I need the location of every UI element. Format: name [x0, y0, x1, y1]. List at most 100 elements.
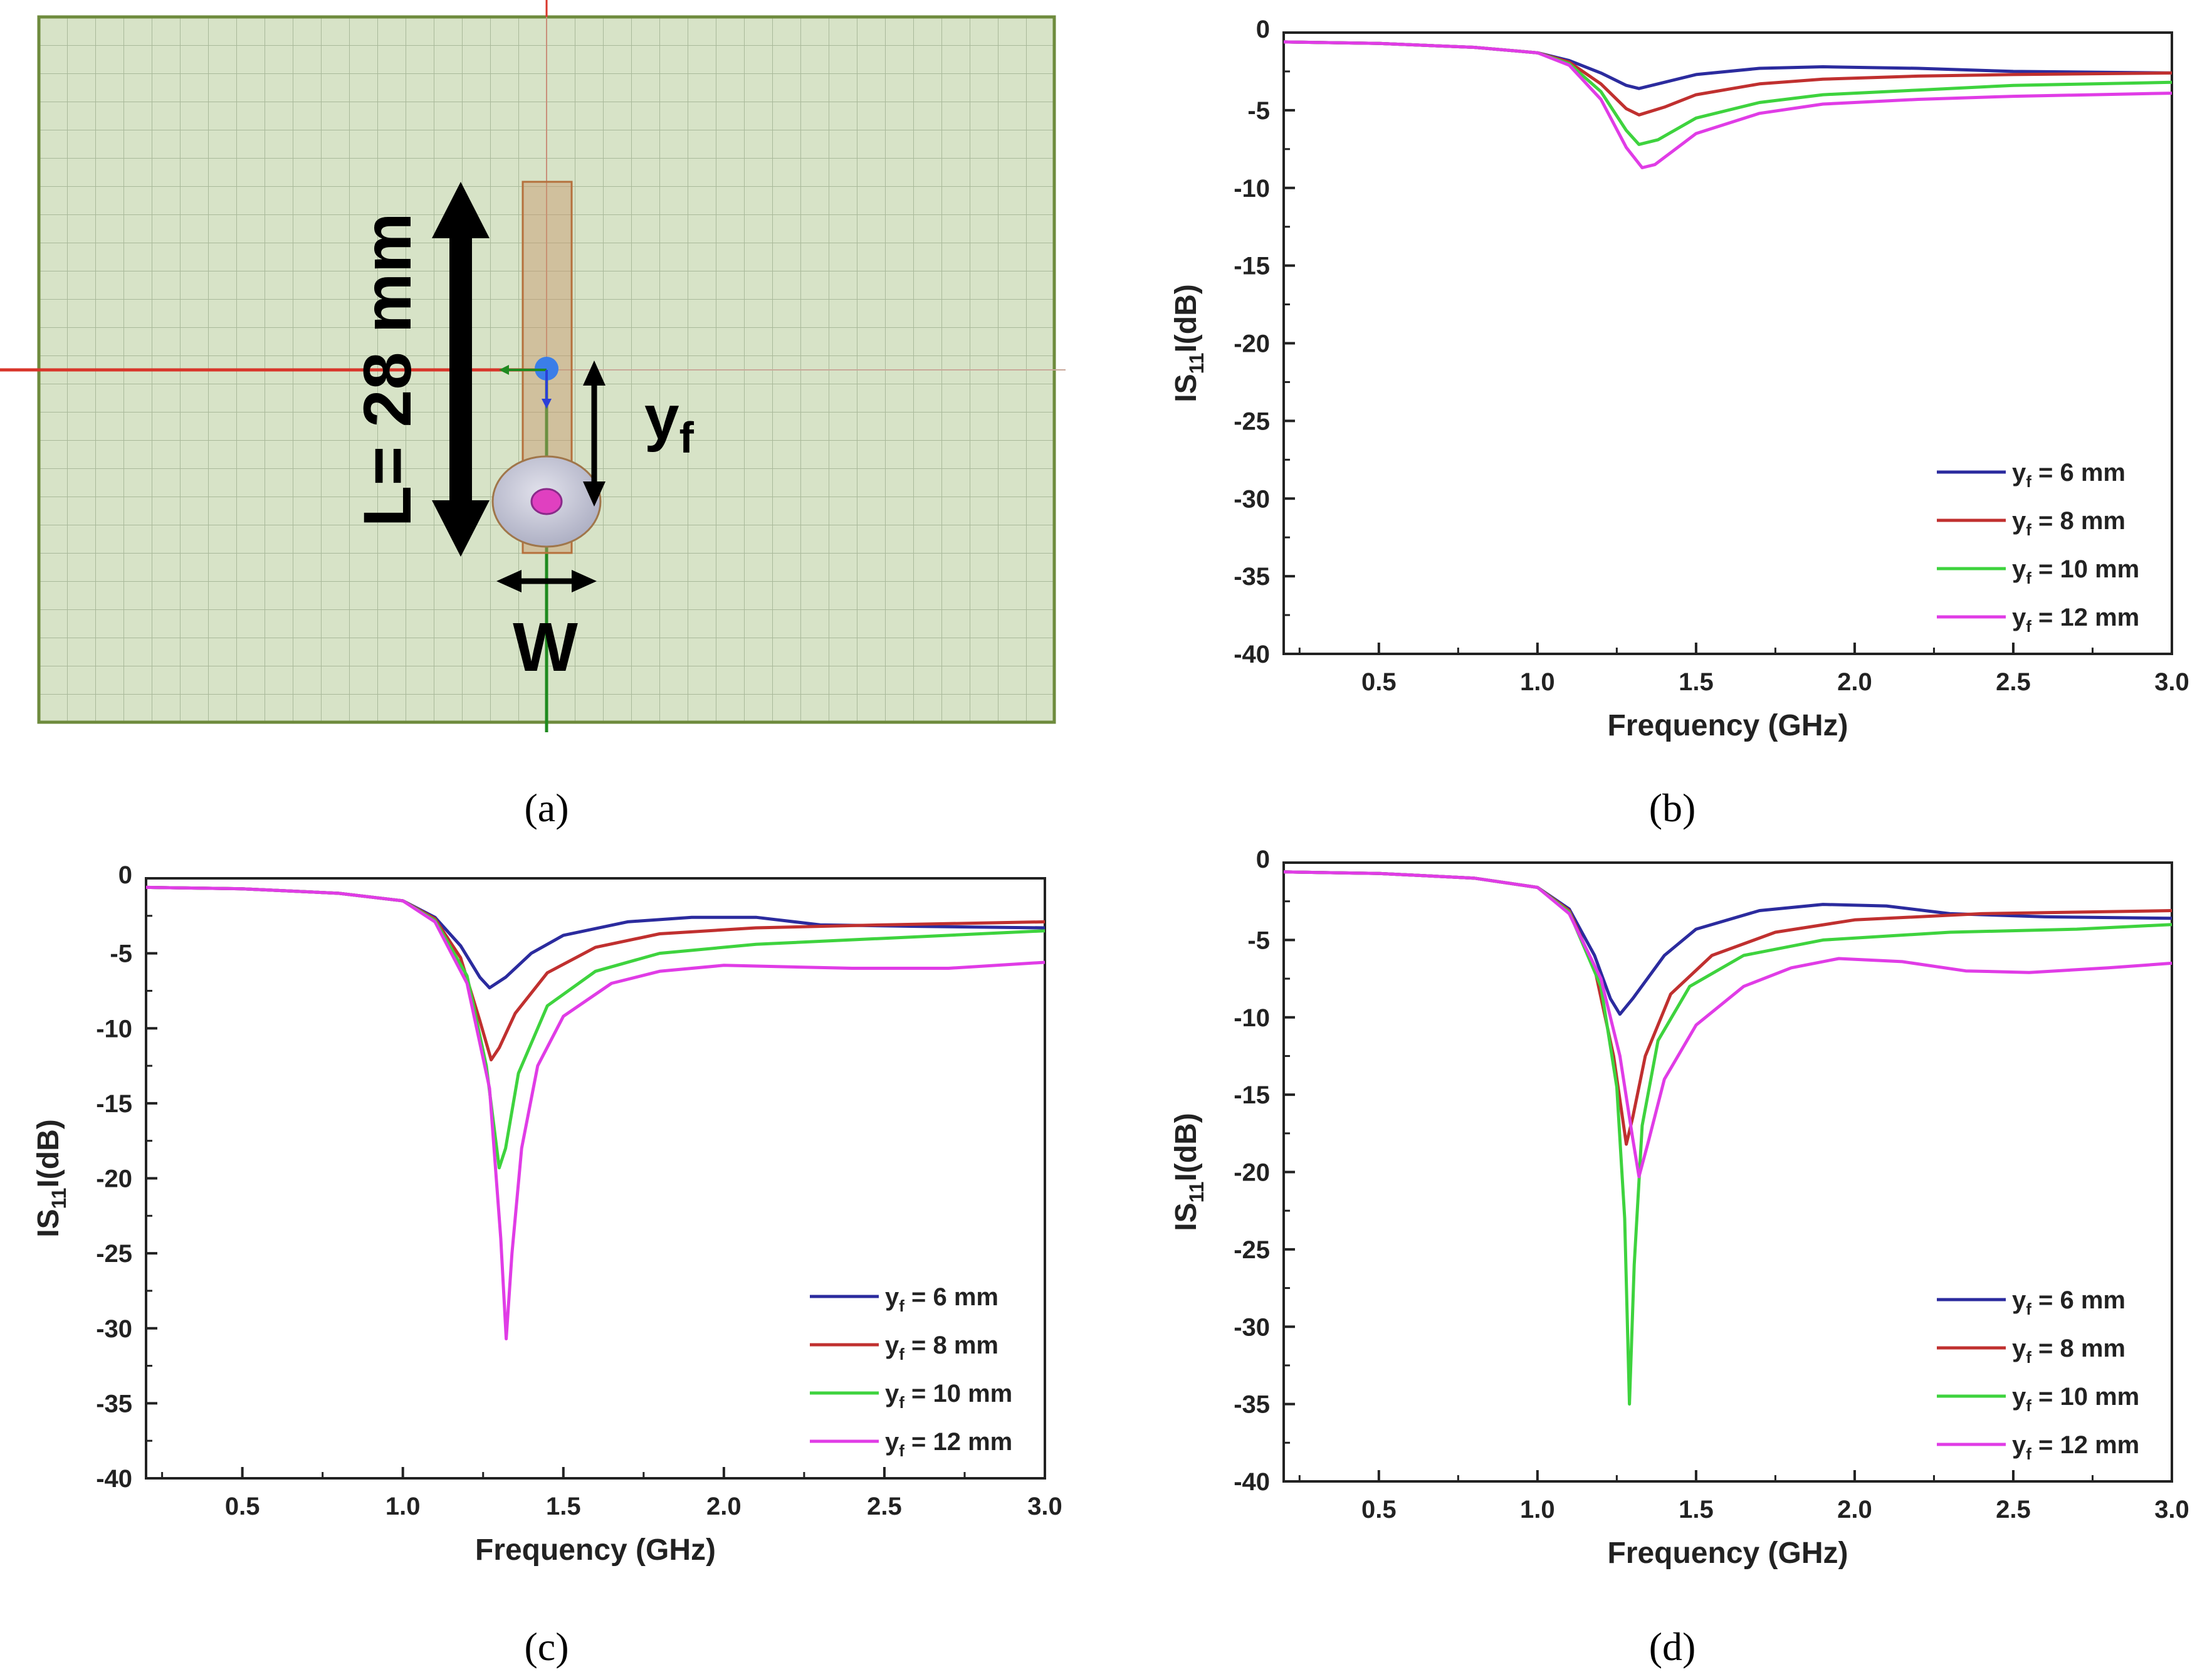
series-line-3 — [1283, 40, 2173, 169]
x-axis-label: Frequency (GHz) — [475, 1533, 716, 1567]
legend-label-0: yf = 6 mm — [885, 1283, 999, 1315]
y-tick-label: -40 — [96, 1465, 132, 1493]
y-tick-label: -35 — [96, 1390, 132, 1417]
caption-b: (b) — [1649, 786, 1696, 830]
y-tick-label: -20 — [1234, 330, 1270, 358]
series-line-1 — [1283, 870, 2173, 1146]
y-tick-label: -35 — [1234, 1391, 1270, 1419]
y-axis-label-prefix: IS — [1170, 374, 1203, 402]
y-tick-label: -40 — [1234, 1468, 1270, 1496]
legend-subscript: f — [2026, 1396, 2031, 1415]
series-line-3 — [145, 885, 1046, 1340]
legend-var: y — [885, 1428, 899, 1456]
legend-label-0: yf = 6 mm — [2012, 1286, 2126, 1318]
legend-value: = 10 mm — [2031, 1383, 2139, 1411]
legend-var: y — [2012, 459, 2026, 486]
legend-var: y — [2012, 555, 2026, 583]
legend-value: = 8 mm — [904, 1332, 999, 1359]
y-tick-label: -5 — [1247, 927, 1270, 954]
y-axis-label-subscript: 11 — [48, 1188, 70, 1209]
legend-subscript: f — [2026, 1300, 2031, 1318]
legend-label-1: yf = 8 mm — [885, 1332, 999, 1364]
y-tick-label: -5 — [1247, 97, 1270, 125]
x-tick-label: 2.5 — [1996, 668, 2031, 696]
y-tick-label: -10 — [1234, 175, 1270, 202]
panel-b-chart: 0 -5 -10 -15 -20 -25 -30 -35 -40 0.5 1.0 1.5 2.0 2.5 3… — [1170, 16, 2189, 742]
caption-d: (d) — [1649, 1624, 1696, 1669]
y-tick-label: -30 — [1234, 485, 1270, 513]
legend-var: y — [885, 1283, 899, 1311]
x-tick-label: 2.5 — [867, 1493, 902, 1520]
y-tick-label: -25 — [1234, 407, 1270, 435]
y-tick-label: -5 — [110, 940, 132, 968]
y-tick-label: -20 — [96, 1165, 132, 1193]
x-tick-label: 1.0 — [1520, 1496, 1555, 1523]
x-tick-label: 3.0 — [2154, 1496, 2189, 1523]
width-arrow-left-head — [496, 570, 522, 592]
legend-var: y — [2012, 604, 2026, 631]
length-arrow-bottom-head — [432, 500, 490, 557]
legend-subscript: f — [2026, 569, 2031, 587]
length-arrow-top-head — [432, 182, 490, 238]
x-axis-label: Frequency (GHz) — [1607, 709, 1848, 742]
x-tick-label: 1.5 — [546, 1493, 581, 1520]
caption-a: (a) — [524, 786, 569, 830]
legend-subscript: f — [899, 1393, 904, 1412]
y-axis-label-prefix: IS — [1170, 1202, 1203, 1231]
legend-label-3: yf = 12 mm — [2012, 1431, 2139, 1463]
legend-subscript: f — [2026, 520, 2031, 539]
series-line-2 — [1283, 870, 2173, 1406]
y-axis-label: IS11I(dB) — [32, 1119, 70, 1237]
x-tick-label: 3.0 — [2154, 668, 2189, 696]
series-line-2 — [1283, 40, 2173, 146]
legend-value: = 6 mm — [2031, 459, 2126, 486]
series-line-0 — [1283, 40, 2173, 90]
legend-label-0: yf = 6 mm — [2012, 459, 2126, 491]
panel-d-chart: 0 -5 -10 -15 -20 -25 -30 -35 -40 0.5 1.0 1.5 2.0 2.5 3… — [1170, 846, 2189, 1570]
x-tick-label: 2.0 — [1837, 668, 1872, 696]
legend-value: = 10 mm — [2031, 555, 2139, 583]
legend-subscript: f — [899, 1441, 904, 1460]
y-tick-label: -10 — [96, 1015, 132, 1043]
feed-label: yf — [644, 382, 695, 462]
legend-label-3: yf = 12 mm — [885, 1428, 1012, 1460]
caption-c: (c) — [524, 1624, 569, 1669]
legend-var: y — [885, 1380, 899, 1407]
legend-label-2: yf = 10 mm — [2012, 555, 2139, 587]
y-tick-label: -25 — [96, 1240, 132, 1268]
legend-var: y — [2012, 1335, 2026, 1362]
legend-var: y — [2012, 507, 2026, 535]
y-tick-label: -40 — [1234, 641, 1270, 668]
y-tick-label: 0 — [1256, 846, 1270, 873]
legend-label-2: yf = 10 mm — [2012, 1383, 2139, 1415]
legend-var: y — [2012, 1286, 2026, 1314]
legend-subscript: f — [2026, 1348, 2031, 1367]
y-tick-label: -15 — [1234, 253, 1270, 280]
legend-var: y — [2012, 1383, 2026, 1411]
feed-pin — [530, 488, 563, 515]
y-axis-label-subscript: 11 — [1185, 1182, 1208, 1203]
y-axis-label-suffix: I(dB) — [1170, 284, 1203, 352]
length-label: L= 28 mm — [349, 213, 425, 527]
feed-arrow-top-head — [583, 360, 605, 386]
panel-a-geometry: L= 28 mm yf W — [0, 0, 1066, 732]
x-tick-label: 2.0 — [706, 1493, 742, 1520]
y-tick-label: -15 — [96, 1090, 132, 1118]
legend-value: = 8 mm — [2031, 507, 2126, 535]
x-tick-label: 0.5 — [1361, 1496, 1397, 1523]
y-tick-label: -35 — [1234, 563, 1270, 591]
y-tick-label: 0 — [118, 861, 132, 889]
legend-subscript: f — [899, 1296, 904, 1315]
x-tick-label: 0.5 — [225, 1493, 260, 1520]
y-tick-label: -10 — [1234, 1004, 1270, 1032]
x-tick-label: 1.0 — [385, 1493, 421, 1520]
x-tick-label: 0.5 — [1361, 668, 1397, 696]
y-axis-label-suffix: I(dB) — [32, 1119, 65, 1187]
legend-label-2: yf = 10 mm — [885, 1380, 1012, 1412]
feed-label-subscript: f — [679, 413, 695, 462]
legend-var: y — [885, 1332, 899, 1359]
legend-label-1: yf = 8 mm — [2012, 507, 2126, 539]
legend-value: = 12 mm — [2031, 1431, 2139, 1459]
legend-label-3: yf = 12 mm — [2012, 604, 2139, 636]
y-axis-label-subscript: 11 — [1185, 353, 1208, 374]
